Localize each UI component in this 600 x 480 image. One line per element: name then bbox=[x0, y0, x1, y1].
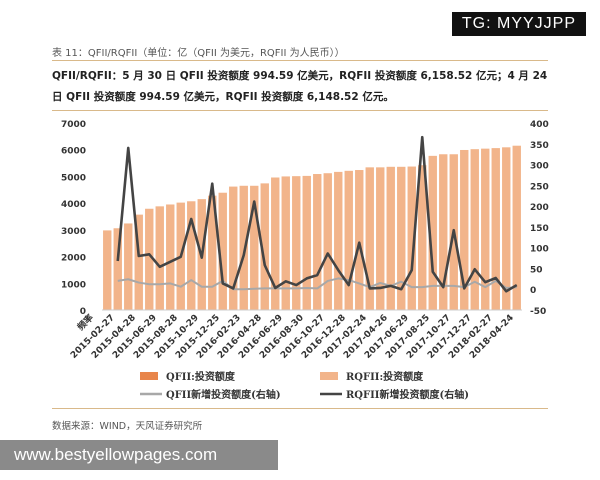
rqfii-quota-bar bbox=[145, 208, 154, 310]
rqfii-quota-bar bbox=[323, 173, 332, 310]
rqfii-quota-bar bbox=[355, 170, 364, 310]
right-axis-tick-label: 300 bbox=[530, 162, 549, 172]
right-axis-tick-label: 0 bbox=[530, 286, 536, 296]
rqfii-quota-bar bbox=[397, 166, 406, 310]
rqfii-quota-bar bbox=[344, 170, 353, 310]
rqfii-quota-bar bbox=[103, 230, 112, 310]
rqfii-quota-bar bbox=[134, 214, 143, 310]
right-axis-tick-label: 200 bbox=[530, 203, 549, 213]
divider bbox=[52, 408, 548, 409]
left-axis-tick-label: 1000 bbox=[61, 280, 86, 290]
legend-label: RQFII:投资额度 bbox=[346, 370, 424, 383]
rqfii-quota-bar bbox=[208, 195, 217, 310]
divider bbox=[52, 60, 548, 61]
right-axis-tick-label: 400 bbox=[530, 120, 549, 130]
rqfii-quota-bar bbox=[470, 149, 479, 310]
left-axis-tick-label: 7000 bbox=[61, 120, 86, 130]
left-axis-tick-label: 2000 bbox=[61, 254, 86, 264]
watermark-bottom: www.bestyellowpages.com bbox=[0, 440, 278, 470]
rqfii-quota-bar bbox=[481, 148, 490, 310]
legend-label: QFII:投资额度 bbox=[166, 370, 236, 383]
rqfii-quota-bar bbox=[512, 145, 521, 310]
table-caption: 表 11：QFII/RQFII（单位：亿（QFII 为美元，RQFII 为人民币… bbox=[52, 48, 345, 59]
right-axis-tick-label: 150 bbox=[530, 224, 549, 234]
divider bbox=[52, 110, 548, 111]
rqfii-quota-bar bbox=[302, 175, 311, 310]
rqfii-quota-bar bbox=[124, 223, 133, 310]
rqfii-new-quota-line bbox=[116, 135, 518, 293]
rqfii-quota-bar bbox=[386, 166, 395, 310]
rqfii-quota-bar bbox=[313, 174, 322, 310]
rqfii-quota-bar bbox=[281, 176, 290, 310]
rqfii-quota-bar bbox=[239, 185, 248, 310]
data-source: 数据来源：WIND，天风证券研究所 bbox=[52, 421, 203, 432]
rqfii-quota-bar bbox=[502, 147, 511, 310]
rqfii-quota-bar bbox=[250, 185, 259, 310]
left-axis-tick-label: 4000 bbox=[61, 200, 86, 210]
right-axis-tick-label: -50 bbox=[530, 307, 546, 317]
rqfii-quota-bar bbox=[271, 177, 280, 310]
right-axis-tick-label: 50 bbox=[530, 265, 543, 275]
right-axis-tick-label: 100 bbox=[530, 245, 549, 255]
rqfii-quota-bar bbox=[334, 171, 343, 310]
rqfii-quota-bar bbox=[229, 186, 238, 310]
rqfii-quota-bar bbox=[418, 165, 427, 310]
rqfii-quota-bar bbox=[491, 148, 500, 310]
rqfii-quota-bar bbox=[113, 228, 122, 310]
legend-swatch bbox=[320, 372, 338, 380]
rqfii-quota-bar bbox=[428, 155, 437, 310]
legend-label: RQFII新增投资额度(右轴) bbox=[346, 388, 469, 401]
rqfii-quota-bar bbox=[292, 176, 301, 310]
watermark-top: TG: MYYJJPP bbox=[451, 12, 586, 36]
qfii-new-quota-line bbox=[117, 277, 517, 291]
rqfii-quota-bar bbox=[187, 201, 196, 310]
rqfii-quota-bar bbox=[155, 206, 164, 310]
left-axis-tick-label: 5000 bbox=[61, 173, 86, 183]
right-axis-tick-label: 350 bbox=[530, 141, 549, 151]
rqfii-quota-bar bbox=[166, 204, 175, 310]
legend-label: QFII新增投资额度(右轴) bbox=[166, 388, 281, 401]
rqfii-quota-bar bbox=[260, 183, 269, 310]
rqfii-quota-bar bbox=[460, 149, 469, 310]
right-axis-tick-label: 250 bbox=[530, 182, 549, 192]
left-axis-tick-label: 6000 bbox=[61, 147, 86, 157]
rqfii-quota-bar bbox=[439, 154, 448, 310]
description: QFII/RQFII：5 月 30 日 QFII 投资额度 994.59 亿美元… bbox=[52, 70, 548, 103]
rqfii-quota-bar bbox=[376, 167, 385, 310]
rqfii-quota-bar bbox=[365, 167, 374, 310]
rqfii-quota-bar bbox=[218, 192, 227, 310]
left-axis-tick-label: 0 bbox=[80, 307, 86, 317]
legend-swatch bbox=[140, 372, 158, 380]
left-axis-tick-label: 3000 bbox=[61, 227, 86, 237]
rqfii-quota-bar bbox=[407, 166, 416, 310]
